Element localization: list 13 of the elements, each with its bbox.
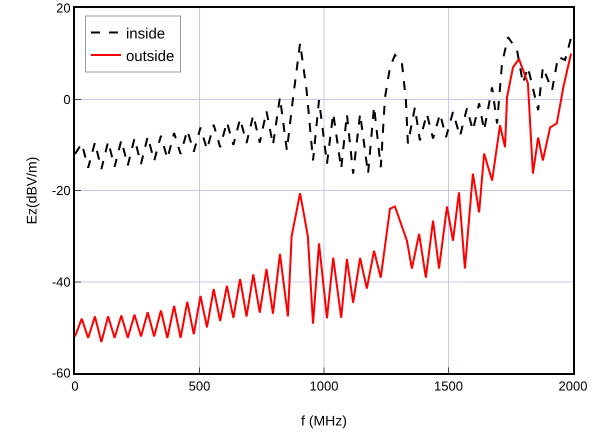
legend-label: outside <box>126 48 174 65</box>
x-tick-label: 1000 <box>310 378 338 394</box>
x-axis-title: f (MHz) <box>301 412 347 428</box>
x-tick-label: 500 <box>188 378 210 394</box>
y-tick-label: -40 <box>52 274 71 290</box>
y-axis-title: Ez(dBV/m) <box>24 156 40 224</box>
x-tick-label: 1500 <box>434 378 463 394</box>
x-tick-label: 2000 <box>558 378 588 394</box>
legend-label: inside <box>126 25 166 42</box>
y-tick-label: -60 <box>52 366 71 381</box>
y-tick-label: -20 <box>52 183 71 198</box>
y-tick-label: 20 <box>56 0 71 16</box>
y-tick-label: 0 <box>63 92 71 107</box>
